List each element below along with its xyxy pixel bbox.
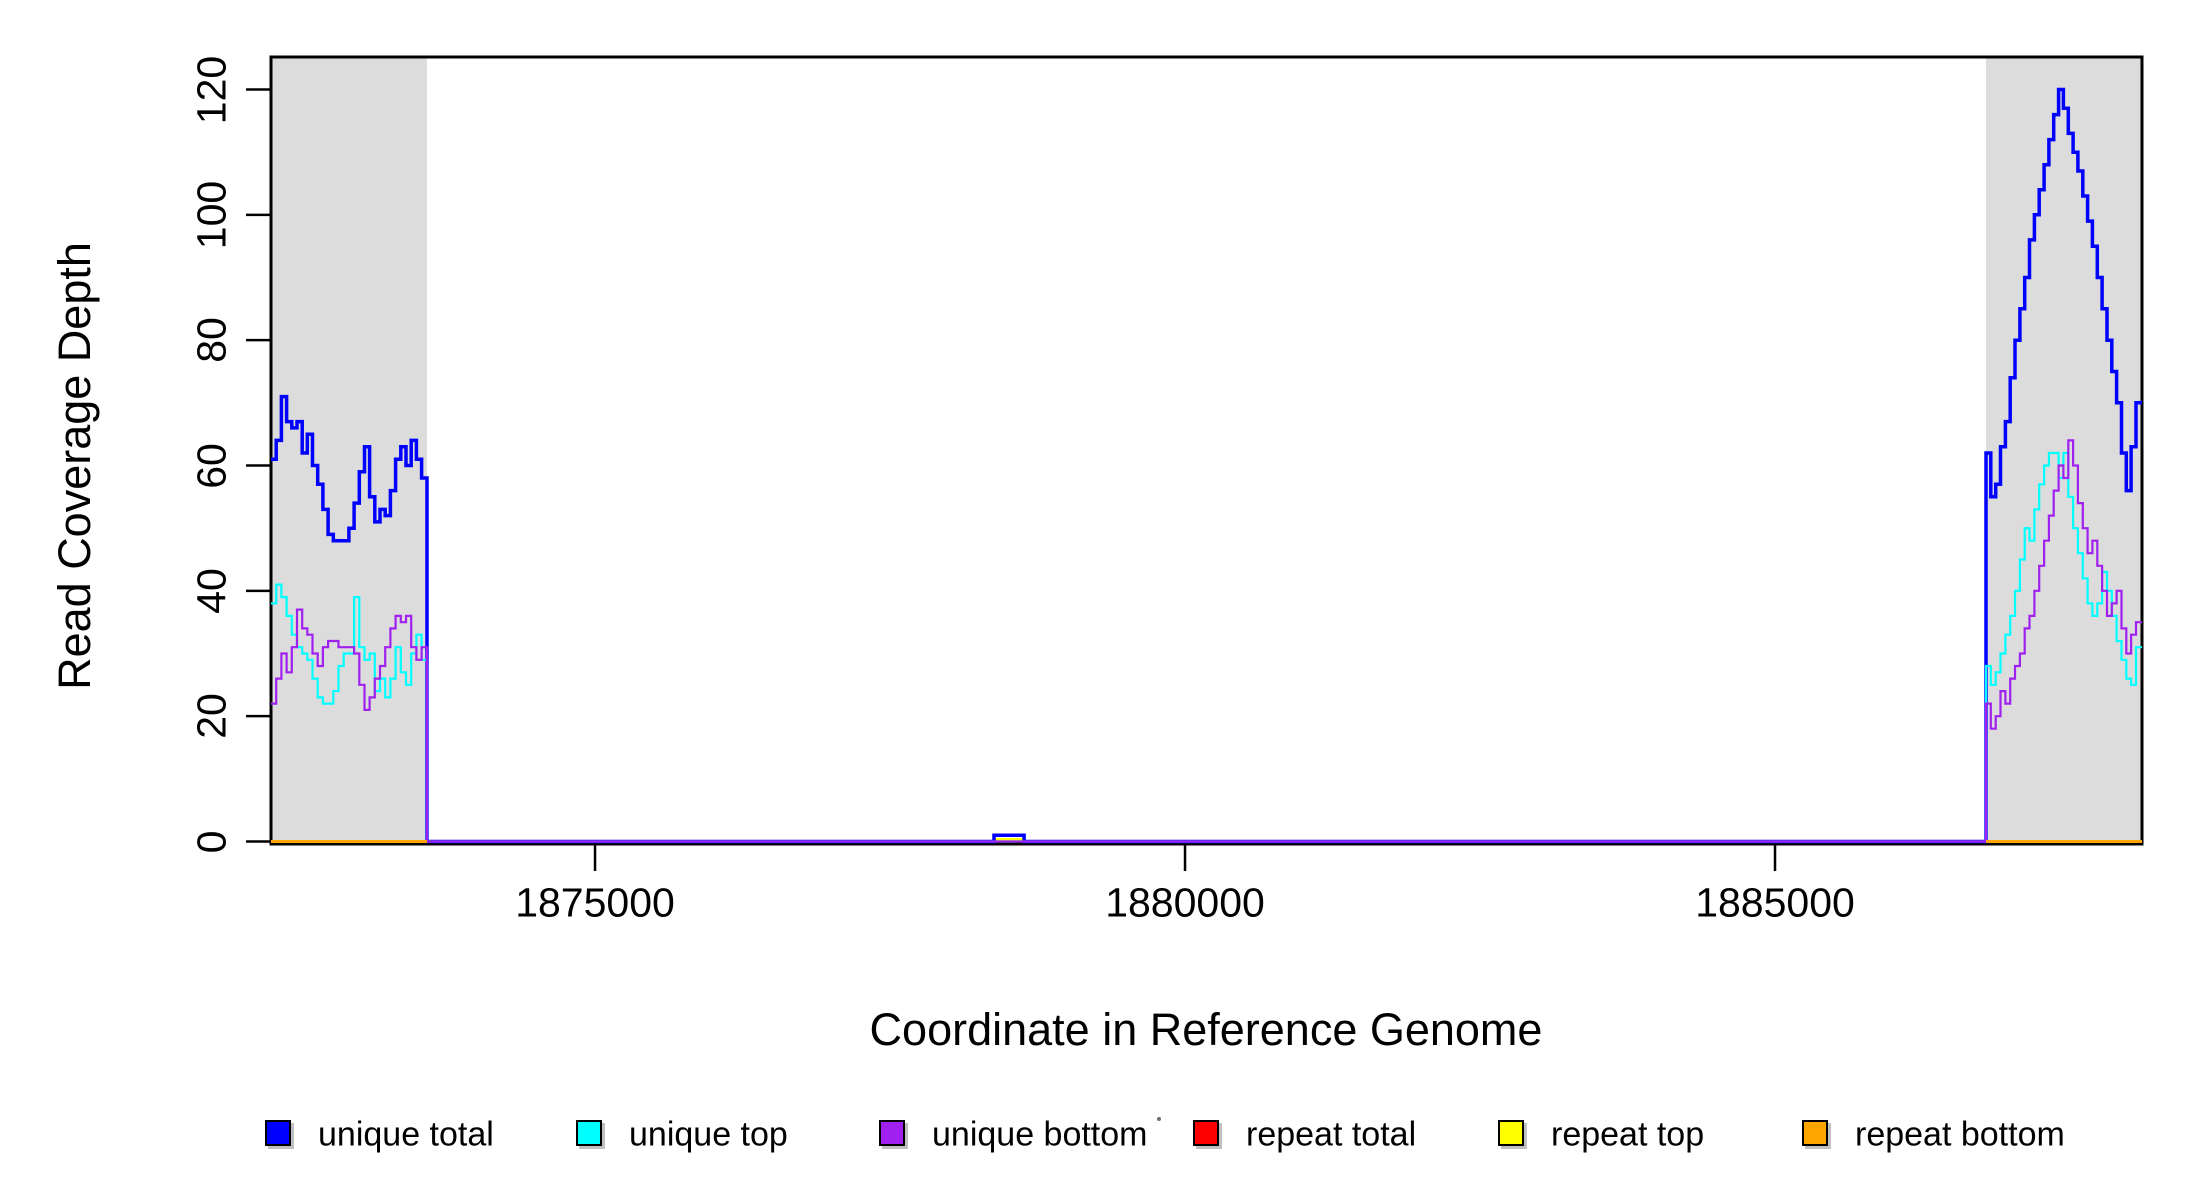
stray-mark xyxy=(1157,1117,1161,1121)
series-unique-total xyxy=(271,87,2142,844)
x-tick-label: 1880000 xyxy=(1105,879,1265,926)
y-tick-label: 0 xyxy=(188,830,235,853)
y-tick-label: 40 xyxy=(188,568,235,614)
x-tick-label: 1875000 xyxy=(515,879,675,926)
plot-box xyxy=(269,55,2144,846)
y-tick-label: 100 xyxy=(188,180,235,250)
shaded-region-left xyxy=(271,57,427,844)
y-tick-label: 80 xyxy=(188,317,235,363)
y-axis-title: Read Coverage Depth xyxy=(49,242,100,690)
y-tick-label: 60 xyxy=(188,442,235,489)
x-tick-label: 1885000 xyxy=(1695,879,1855,926)
series-unique-bottom xyxy=(271,439,2142,843)
shaded-region-right xyxy=(1986,57,2142,844)
y-tick-label: 20 xyxy=(188,693,235,739)
x-axis-title: Coordinate in Reference Genome xyxy=(869,1004,1543,1055)
y-tick-label: 120 xyxy=(188,55,235,124)
series-unique-top xyxy=(271,451,2142,843)
